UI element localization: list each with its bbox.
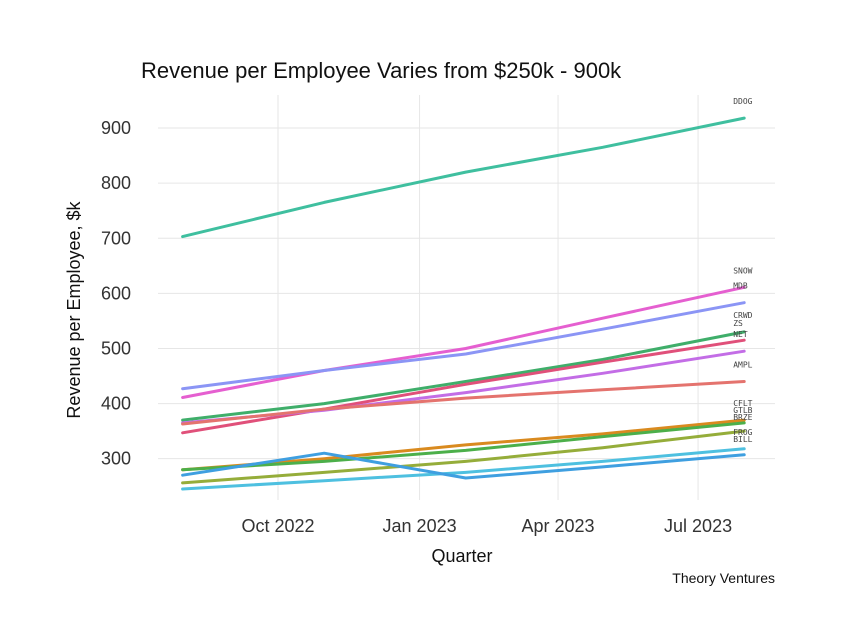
series-line-cflt bbox=[181, 418, 746, 472]
series-label-bill: BILL bbox=[733, 435, 752, 444]
series-label-ampl: AMPL bbox=[733, 361, 752, 370]
series-line-zs bbox=[181, 338, 746, 435]
series-label-crwd: CRWD bbox=[733, 311, 752, 320]
series-line-brze bbox=[181, 429, 746, 485]
chart-caption: Theory Ventures bbox=[672, 570, 775, 586]
y-tick-label: 400 bbox=[101, 394, 131, 414]
x-axis-label: Quarter bbox=[431, 546, 492, 566]
series-label-gtlb: GTLB bbox=[733, 406, 752, 415]
y-tick-label: 900 bbox=[101, 118, 131, 138]
series-line-frog bbox=[181, 447, 746, 491]
series-line-ddog bbox=[181, 116, 746, 239]
y-tick-label: 700 bbox=[101, 228, 131, 248]
y-tick-label: 300 bbox=[101, 449, 131, 469]
series-label-frog: FROG bbox=[733, 428, 752, 437]
series-line-bill bbox=[181, 451, 746, 480]
series-label-net: NET bbox=[733, 330, 748, 339]
series-line-gtlb bbox=[181, 421, 746, 472]
x-tick-label: Jan 2023 bbox=[383, 516, 457, 536]
series-line-crwd bbox=[181, 330, 746, 422]
y-tick-label: 800 bbox=[101, 173, 131, 193]
series-label-snow: SNOW bbox=[733, 266, 752, 275]
series-line-snow bbox=[181, 285, 746, 399]
y-tick-label: 600 bbox=[101, 283, 131, 303]
series-lines bbox=[181, 116, 746, 491]
x-tick-label: Jul 2023 bbox=[664, 516, 732, 536]
series-label-cflt: CFLT bbox=[733, 399, 752, 408]
y-axis-label: Revenue per Employee, $k bbox=[64, 200, 84, 418]
series-line-mdb bbox=[181, 301, 746, 391]
series-label-zs: ZS bbox=[733, 319, 743, 328]
x-axis-ticks: Oct 2022 Jan 2023 Apr 2023 Jul 2023 bbox=[241, 516, 732, 536]
series-label-ddog: DDOG bbox=[733, 97, 752, 106]
chart-title: Revenue per Employee Varies from $250k -… bbox=[141, 58, 622, 83]
series-line-ampl bbox=[181, 380, 746, 426]
series-label-brze: BRZE bbox=[733, 413, 752, 422]
x-tick-label: Oct 2022 bbox=[241, 516, 314, 536]
x-tick-label: Apr 2023 bbox=[522, 516, 595, 536]
y-tick-label: 500 bbox=[101, 338, 131, 358]
series-label-mdb: MDB bbox=[733, 282, 748, 291]
y-axis-ticks: 300 400 500 600 700 800 900 bbox=[101, 118, 131, 469]
